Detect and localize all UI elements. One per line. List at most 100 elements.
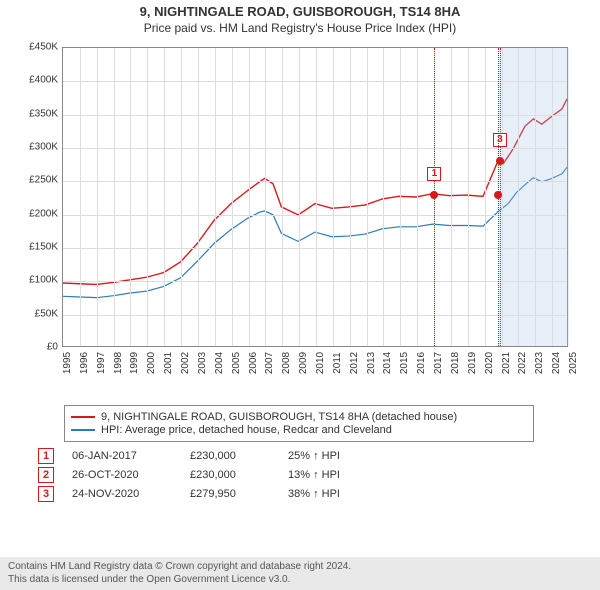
x-tick-label: 2003: [197, 352, 208, 374]
title-subtitle: Price paid vs. HM Land Registry's House …: [0, 21, 600, 35]
x-tick-label: 2012: [349, 352, 360, 374]
gridline-v: [249, 48, 250, 346]
title-address: 9, NIGHTINGALE ROAD, GUISBOROUGH, TS14 8…: [0, 4, 600, 19]
gridline-v: [316, 48, 317, 346]
gridline-v: [451, 48, 452, 346]
event-price: £279,950: [190, 488, 270, 500]
x-tick-label: 2017: [433, 352, 444, 374]
gridline-v: [552, 48, 553, 346]
chart-container: 9, NIGHTINGALE ROAD, GUISBOROUGH, TS14 8…: [0, 0, 600, 590]
y-tick-label: £200K: [29, 208, 58, 219]
x-tick-label: 2013: [366, 352, 377, 374]
x-tick-label: 2009: [298, 352, 309, 374]
gridline-v: [232, 48, 233, 346]
gridline-v: [350, 48, 351, 346]
gridline-v: [198, 48, 199, 346]
gridline-v: [97, 48, 98, 346]
event-number-box: 3: [493, 133, 507, 147]
footer: Contains HM Land Registry data © Crown c…: [0, 557, 600, 590]
gridline-h: [63, 248, 567, 249]
legend-item: HPI: Average price, detached house, Redc…: [71, 424, 527, 436]
forecast-shade: [498, 48, 569, 346]
gridline-h: [63, 281, 567, 282]
x-tick-label: 2022: [517, 352, 528, 374]
x-tick-label: 2007: [264, 352, 275, 374]
x-tick-label: 2000: [146, 352, 157, 374]
x-tick-label: 2019: [467, 352, 478, 374]
event-row: 1 06-JAN-2017 £230,000 25% ↑ HPI: [38, 448, 590, 464]
gridline-v: [400, 48, 401, 346]
x-tick-label: 2021: [501, 352, 512, 374]
gridline-v: [485, 48, 486, 346]
y-tick-label: £250K: [29, 175, 58, 186]
event-row: 2 26-OCT-2020 £230,000 13% ↑ HPI: [38, 467, 590, 483]
event-price: £230,000: [190, 469, 270, 481]
x-tick-label: 2023: [534, 352, 545, 374]
chart-area: £0£50K£100K£150K£200K£250K£300K£350K£400…: [20, 41, 580, 401]
x-tick-label: 2008: [281, 352, 292, 374]
gridline-h: [63, 81, 567, 82]
gridline-v: [164, 48, 165, 346]
gridline-v: [417, 48, 418, 346]
legend-swatch: [71, 429, 95, 431]
y-tick-label: £350K: [29, 108, 58, 119]
event-number-box: 1: [38, 448, 54, 464]
plot-area: 13: [62, 47, 568, 347]
event-dot: [496, 157, 504, 165]
series-line: [63, 99, 567, 284]
event-date: 24-NOV-2020: [72, 488, 172, 500]
event-date: 06-JAN-2017: [72, 450, 172, 462]
x-tick-label: 2011: [332, 352, 343, 374]
y-tick-label: £50K: [35, 308, 58, 319]
gridline-v: [265, 48, 266, 346]
x-tick-label: 2010: [315, 352, 326, 374]
event-dot: [494, 191, 502, 199]
x-tick-label: 2014: [382, 352, 393, 374]
gridline-v: [147, 48, 148, 346]
event-list: 1 06-JAN-2017 £230,000 25% ↑ HPI 2 26-OCT-202…: [38, 448, 590, 502]
gridline-v: [518, 48, 519, 346]
x-tick-label: 1996: [79, 352, 90, 374]
gridline-h: [63, 315, 567, 316]
gridline-v: [535, 48, 536, 346]
gridline-v: [80, 48, 81, 346]
series-svg: [63, 48, 567, 346]
gridline-h: [63, 148, 567, 149]
x-tick-label: 2024: [551, 352, 562, 374]
gridline-v: [333, 48, 334, 346]
event-hpi: 25% ↑ HPI: [288, 450, 590, 462]
event-price: £230,000: [190, 450, 270, 462]
y-tick-label: £450K: [29, 42, 58, 53]
event-date: 26-OCT-2020: [72, 469, 172, 481]
x-tick-label: 1998: [113, 352, 124, 374]
event-number-box: 3: [38, 486, 54, 502]
x-tick-label: 2004: [214, 352, 225, 374]
y-tick-label: £0: [47, 342, 58, 353]
event-number-box: 2: [38, 467, 54, 483]
x-tick-label: 2001: [163, 352, 174, 374]
x-tick-label: 1995: [62, 352, 73, 374]
x-tick-label: 2002: [180, 352, 191, 374]
event-hpi: 13% ↑ HPI: [288, 469, 590, 481]
x-tick-label: 2020: [484, 352, 495, 374]
y-tick-label: £100K: [29, 275, 58, 286]
x-tick-label: 2016: [416, 352, 427, 374]
legend-label: HPI: Average price, detached house, Redc…: [101, 424, 392, 436]
gridline-v: [130, 48, 131, 346]
x-tick-label: 2025: [568, 352, 579, 374]
gridline-v: [282, 48, 283, 346]
y-tick-label: £150K: [29, 242, 58, 253]
event-hpi: 38% ↑ HPI: [288, 488, 590, 500]
gridline-v: [383, 48, 384, 346]
gridline-v: [299, 48, 300, 346]
footer-line: This data is licensed under the Open Gov…: [8, 574, 592, 587]
x-tick-label: 1999: [129, 352, 140, 374]
x-tick-label: 2015: [399, 352, 410, 374]
y-tick-label: £300K: [29, 142, 58, 153]
x-tick-label: 1997: [96, 352, 107, 374]
x-tick-label: 2018: [450, 352, 461, 374]
legend-item: 9, NIGHTINGALE ROAD, GUISBOROUGH, TS14 8…: [71, 411, 527, 423]
gridline-h: [63, 215, 567, 216]
legend-swatch: [71, 416, 95, 418]
gridline-v: [181, 48, 182, 346]
